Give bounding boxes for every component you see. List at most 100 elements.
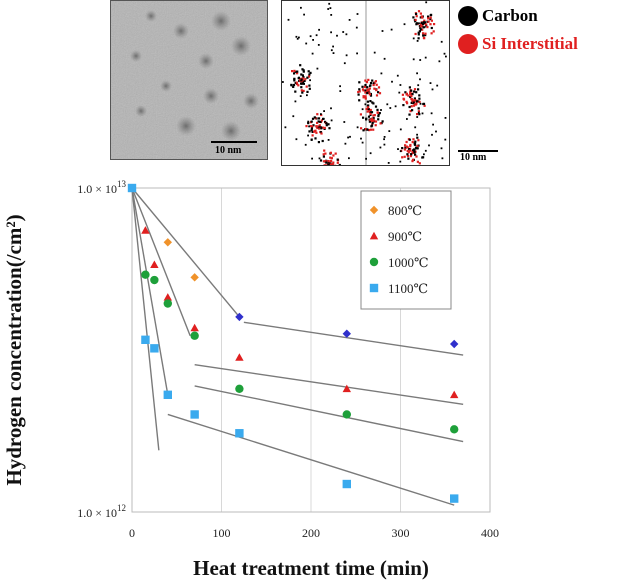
carbon-marker-icon — [458, 6, 478, 26]
carbon-atom — [378, 112, 381, 115]
si-atom — [423, 19, 426, 22]
tem-spot — [221, 121, 241, 141]
carbon-atom — [411, 93, 414, 96]
carbon-atom — [432, 123, 434, 126]
carbon-atom — [415, 91, 418, 94]
legend-marker-1 — [369, 231, 379, 240]
carbon-atom — [441, 157, 444, 160]
point-triangle-1 — [342, 384, 351, 393]
si-atom — [401, 93, 404, 96]
si-atom — [330, 159, 333, 162]
carbon-atom — [316, 67, 319, 70]
carbon-atom — [294, 100, 297, 103]
carbon-atom — [404, 146, 407, 149]
carbon-atom — [361, 108, 364, 111]
carbon-atom — [406, 118, 408, 120]
si-atom — [364, 97, 367, 100]
carbon-atom — [412, 101, 415, 104]
si-atom — [297, 84, 300, 87]
carbon-atom — [317, 117, 321, 120]
carbon-atom — [339, 85, 341, 88]
carbon-atom — [347, 136, 349, 139]
carbon-atom — [366, 100, 369, 103]
si-atom — [365, 107, 368, 111]
carbon-atom — [391, 80, 393, 83]
carbon-atom — [422, 23, 425, 26]
si-atom — [309, 125, 312, 128]
si-atom — [416, 113, 419, 116]
carbon-atom — [358, 88, 361, 91]
carbon-atom — [415, 12, 418, 16]
carbon-atom — [307, 122, 310, 125]
carbon-atom — [355, 26, 358, 29]
carbon-atom — [356, 13, 359, 15]
carbon-atom — [389, 107, 392, 109]
carbon-atom — [404, 91, 407, 94]
carbon-atom — [307, 120, 310, 123]
point-circle-2 — [450, 425, 459, 434]
carbon-atom — [377, 118, 380, 121]
carbon-atom — [361, 141, 364, 144]
carbon-atom — [366, 128, 369, 131]
si-atom — [422, 32, 425, 35]
tem-spot — [130, 50, 142, 62]
carbon-atom — [429, 18, 432, 21]
carbon-atom — [427, 15, 430, 18]
carbon-atom — [390, 28, 393, 31]
si-atom — [414, 18, 417, 21]
carbon-atom — [430, 26, 433, 30]
carbon-atom — [417, 31, 420, 34]
si-atom — [361, 88, 365, 91]
si-atom — [378, 92, 382, 95]
carbon-atom — [419, 59, 422, 61]
si-atom — [360, 127, 363, 130]
point-square-3 — [235, 429, 244, 438]
carbon-atom — [423, 26, 426, 29]
carbon-atom — [372, 116, 375, 120]
carbon-atom — [386, 103, 389, 106]
si-atom — [411, 99, 414, 102]
carbon-atom — [336, 158, 339, 161]
carbon-atom — [309, 79, 311, 82]
tem-micrograph-image — [111, 1, 267, 159]
carbon-atom — [444, 138, 447, 141]
carbon-atom — [301, 91, 304, 94]
carbon-atom — [419, 28, 422, 31]
carbon-atom — [383, 57, 386, 60]
carbon-atom — [325, 161, 328, 164]
carbon-atom — [310, 127, 313, 130]
carbon-atom — [381, 120, 384, 123]
si-atom — [296, 82, 299, 86]
carbon-atom — [369, 111, 372, 114]
si-atom — [291, 70, 294, 73]
tem-scale-bar — [211, 141, 257, 143]
carbon-atom — [293, 79, 296, 82]
si-atom — [403, 148, 406, 151]
fit-line — [167, 413, 455, 506]
carbon-atom — [416, 136, 419, 139]
si-atom — [304, 78, 307, 81]
carbon-atom — [408, 138, 411, 141]
carbon-atom — [313, 116, 316, 119]
carbon-atom — [415, 147, 418, 150]
si-atom — [334, 152, 337, 155]
si-atom — [421, 16, 424, 19]
carbon-atom — [413, 150, 416, 153]
carbon-atom — [293, 77, 296, 80]
carbon-atom — [298, 36, 300, 39]
si-atom — [416, 160, 419, 163]
point-triangle-1 — [235, 353, 244, 361]
carbon-atom — [369, 94, 373, 97]
carbon-atom — [301, 74, 304, 77]
overlap-point-marker — [342, 329, 351, 338]
carbon-atom — [332, 45, 334, 48]
si-atom — [369, 112, 372, 115]
carbon-atom — [415, 23, 418, 26]
tem-spot — [231, 36, 251, 56]
carbon-atom — [284, 126, 287, 129]
si-atom — [329, 151, 332, 154]
si-atom — [362, 95, 365, 98]
carbon-atom — [417, 107, 420, 110]
carbon-atom — [310, 129, 313, 132]
carbon-atom — [323, 110, 325, 112]
